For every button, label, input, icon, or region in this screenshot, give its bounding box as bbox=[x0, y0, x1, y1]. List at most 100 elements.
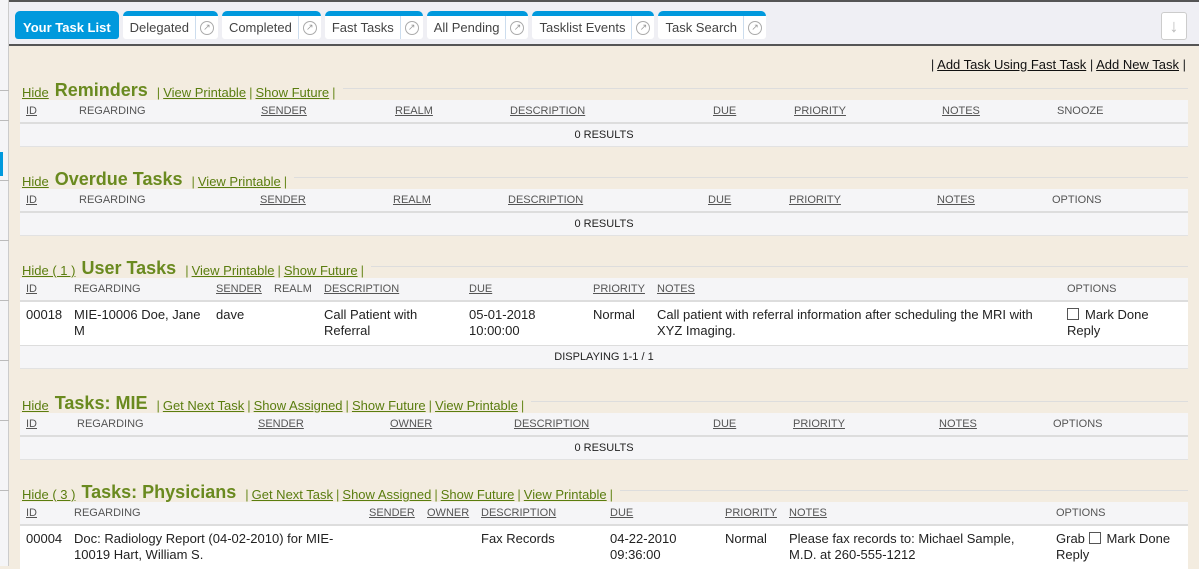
view-printable-link[interactable]: View Printable bbox=[435, 398, 518, 413]
column-header-notes[interactable]: NOTES bbox=[936, 100, 1051, 124]
download-arrow-button[interactable]: ↓ bbox=[1161, 12, 1187, 40]
left-sidebar-strip bbox=[0, 0, 9, 566]
column-header-due[interactable]: DUE bbox=[707, 413, 787, 437]
section-tasks-mie: Hide Tasks: MIE | Get Next Task | Show Assign… bbox=[20, 391, 1188, 460]
column-header-realm[interactable]: REALM bbox=[387, 189, 502, 213]
popout-icon[interactable]: ↗ bbox=[297, 16, 321, 39]
get-next-task-link[interactable]: Get Next Task bbox=[162, 398, 245, 413]
tab-fast-tasks[interactable]: Fast Tasks ↗ bbox=[324, 11, 423, 39]
mark-done-checkbox[interactable] bbox=[1067, 308, 1079, 320]
show-assigned-link[interactable]: Show Assigned bbox=[253, 398, 343, 413]
get-next-task-link[interactable]: Get Next Task bbox=[251, 487, 334, 502]
hide-link[interactable]: Hide ( 3 ) bbox=[22, 487, 76, 502]
column-header-sender[interactable]: SENDER bbox=[254, 189, 387, 213]
section-header: Hide Overdue Tasks | View Printable | bbox=[20, 167, 1188, 189]
add-task-fast-task-link[interactable]: Add Task Using Fast Task bbox=[937, 57, 1087, 72]
column-header-description[interactable]: DESCRIPTION bbox=[508, 413, 707, 437]
view-printable-link[interactable]: View Printable bbox=[191, 263, 275, 278]
section-reminders: Hide Reminders | View Printable | Show Future… bbox=[20, 78, 1188, 147]
cell-regarding: MIE-10006 Doe, Jane M bbox=[74, 307, 201, 338]
hide-link[interactable]: Hide bbox=[22, 85, 49, 100]
options-cell: Mark Done Reply bbox=[1061, 301, 1188, 346]
hide-link[interactable]: Hide bbox=[22, 398, 49, 413]
column-header-priority[interactable]: PRIORITY bbox=[788, 100, 936, 124]
popout-icon[interactable]: ↗ bbox=[399, 16, 423, 39]
popout-icon[interactable]: ↗ bbox=[194, 16, 218, 39]
column-header-due[interactable]: DUE bbox=[604, 502, 719, 526]
cell-priority: Normal bbox=[725, 531, 767, 546]
column-header-description[interactable]: DESCRIPTION bbox=[475, 502, 604, 526]
column-header-description[interactable]: DESCRIPTION bbox=[318, 278, 463, 302]
column-header-due[interactable]: DUE bbox=[702, 189, 783, 213]
cell-notes: Call patient with referral information a… bbox=[657, 307, 1033, 338]
column-header-description[interactable]: DESCRIPTION bbox=[504, 100, 707, 124]
column-header-realm: REALM bbox=[268, 278, 318, 302]
cell-description: Fax Records bbox=[481, 531, 555, 546]
reply-link[interactable]: Reply bbox=[1056, 547, 1090, 562]
column-header-description[interactable]: DESCRIPTION bbox=[502, 189, 702, 213]
column-header-owner[interactable]: OWNER bbox=[421, 502, 475, 526]
column-header-sender[interactable]: SENDER bbox=[210, 278, 268, 302]
tab-label: Completed bbox=[228, 20, 292, 35]
column-header-id[interactable]: ID bbox=[20, 413, 71, 437]
column-header-regarding: REGARDING bbox=[68, 278, 210, 302]
column-header-id[interactable]: ID bbox=[20, 278, 68, 302]
section-title: Tasks: Physicians bbox=[81, 482, 237, 502]
popout-icon[interactable]: ↗ bbox=[743, 16, 766, 39]
top-links: | Add Task Using Fast Task | Add New Tas… bbox=[930, 57, 1186, 72]
column-header-sender[interactable]: SENDER bbox=[363, 502, 421, 526]
show-future-link[interactable]: Show Future bbox=[255, 85, 330, 100]
column-header-priority[interactable]: PRIORITY bbox=[587, 278, 651, 302]
show-future-link[interactable]: Show Future bbox=[440, 487, 515, 502]
show-future-link[interactable]: Show Future bbox=[283, 263, 358, 278]
tab-delegated[interactable]: Delegated ↗ bbox=[122, 11, 218, 39]
tab-your-task-list[interactable]: Your Task List bbox=[15, 11, 119, 39]
column-header-priority[interactable]: PRIORITY bbox=[783, 189, 931, 213]
cell-sender bbox=[363, 525, 421, 569]
column-header-due[interactable]: DUE bbox=[463, 278, 587, 302]
mark-done-checkbox[interactable] bbox=[1088, 532, 1101, 544]
section-title: Reminders bbox=[54, 80, 148, 100]
tab-label: Tasklist Events bbox=[539, 20, 626, 35]
grab-link[interactable]: Grab bbox=[1056, 531, 1085, 546]
cell-regarding: Doc: Radiology Report (04-02-2010) for M… bbox=[74, 531, 334, 562]
column-header-id[interactable]: ID bbox=[20, 100, 73, 124]
column-header-id[interactable]: ID bbox=[20, 189, 73, 213]
tab-task-search[interactable]: Task Search ↗ bbox=[658, 11, 767, 39]
tab-tasklist-events[interactable]: Tasklist Events ↗ bbox=[532, 11, 655, 39]
column-header-sender[interactable]: SENDER bbox=[255, 100, 389, 124]
column-header-notes[interactable]: NOTES bbox=[651, 278, 1061, 302]
popout-icon[interactable]: ↗ bbox=[505, 16, 528, 39]
cell-id: 00018 bbox=[26, 307, 63, 322]
show-future-link[interactable]: Show Future bbox=[351, 398, 426, 413]
tab-completed[interactable]: Completed ↗ bbox=[221, 11, 321, 39]
view-printable-link[interactable]: View Printable bbox=[197, 174, 281, 189]
column-header-realm[interactable]: REALM bbox=[389, 100, 504, 124]
view-printable-link[interactable]: View Printable bbox=[523, 487, 607, 502]
show-assigned-link[interactable]: Show Assigned bbox=[342, 487, 432, 502]
task-table: ID REGARDING SENDER OWNER DESCRIPTION DUE PRIO… bbox=[20, 413, 1188, 460]
reply-link[interactable]: Reply bbox=[1067, 323, 1101, 338]
task-table: ID REGARDING SENDER REALM DESCRIPTION DUE PRIO… bbox=[20, 100, 1188, 147]
column-header-sender[interactable]: SENDER bbox=[252, 413, 384, 437]
column-header-owner[interactable]: OWNER bbox=[384, 413, 508, 437]
section-header: Hide Tasks: MIE | Get Next Task | Show Assign… bbox=[20, 391, 1188, 413]
column-header-notes[interactable]: NOTES bbox=[783, 502, 1050, 526]
cell-due: 04-22-2010 09:36:00 bbox=[610, 531, 677, 562]
column-header-notes[interactable]: NOTES bbox=[933, 413, 1047, 437]
column-header-id[interactable]: ID bbox=[20, 502, 68, 526]
column-header-due[interactable]: DUE bbox=[707, 100, 788, 124]
section-tasks-physicians: Hide ( 3 ) Tasks: Physicians | Get Next Tas… bbox=[20, 480, 1188, 569]
hide-link[interactable]: Hide bbox=[22, 174, 49, 189]
cell-sender: dave bbox=[216, 307, 245, 322]
column-header-priority[interactable]: PRIORITY bbox=[719, 502, 783, 526]
hide-link[interactable]: Hide ( 1 ) bbox=[22, 263, 76, 278]
tab-all-pending[interactable]: All Pending ↗ bbox=[426, 11, 529, 39]
popout-icon[interactable]: ↗ bbox=[631, 16, 654, 39]
add-new-task-link[interactable]: Add New Task bbox=[1096, 57, 1179, 72]
column-header-regarding: REGARDING bbox=[71, 413, 252, 437]
cell-owner bbox=[421, 525, 475, 569]
view-printable-link[interactable]: View Printable bbox=[163, 85, 247, 100]
column-header-notes[interactable]: NOTES bbox=[931, 189, 1046, 213]
column-header-priority[interactable]: PRIORITY bbox=[787, 413, 933, 437]
